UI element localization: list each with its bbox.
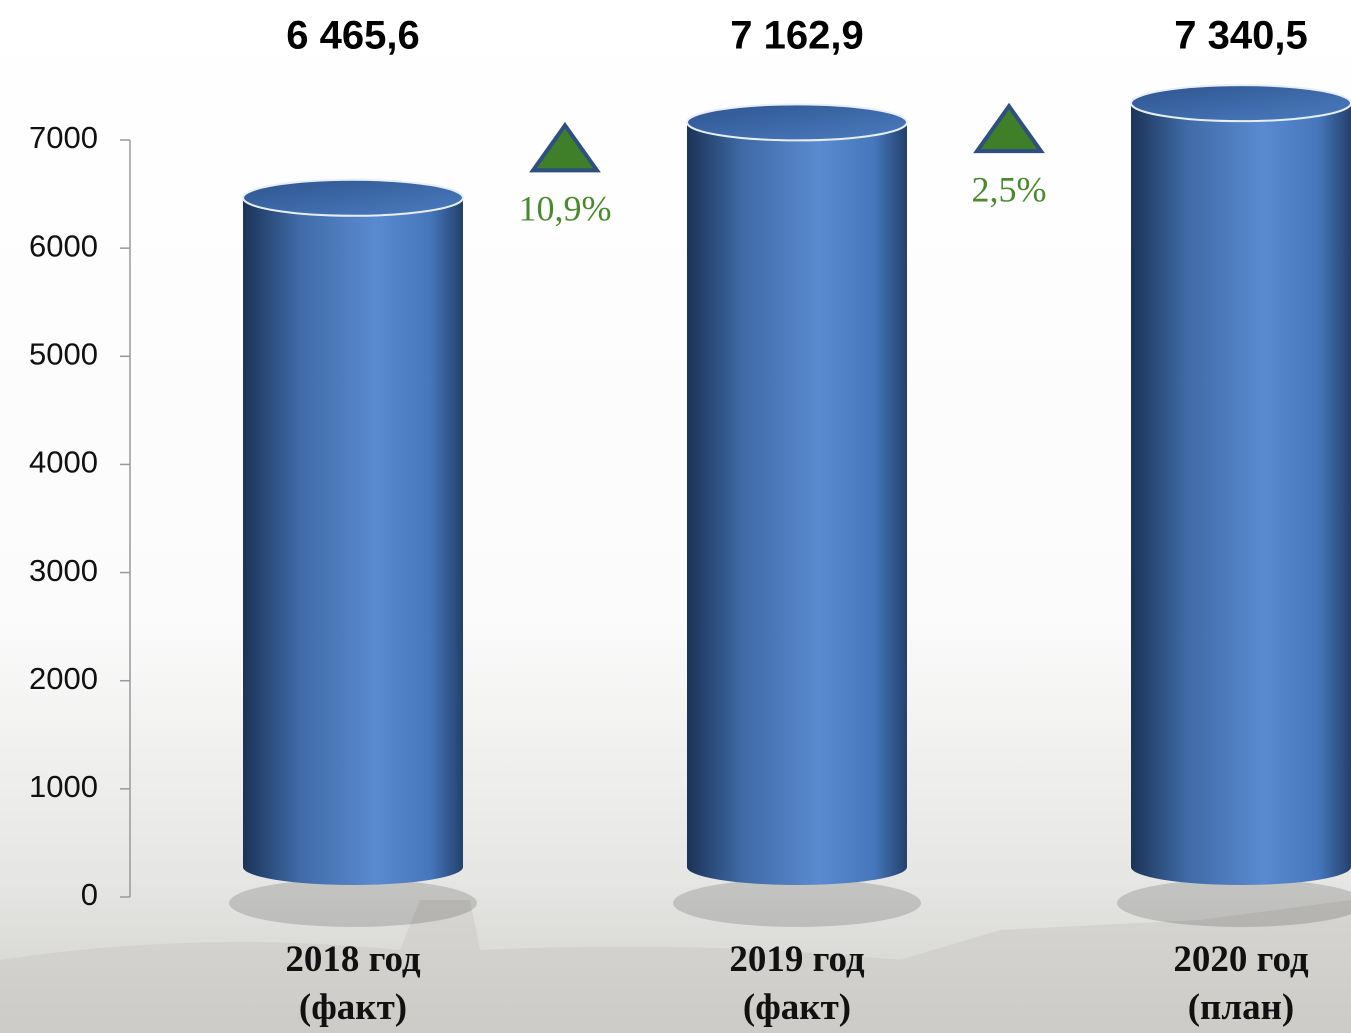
y-tick-label: 2000 — [29, 661, 98, 696]
x-tick-label: 2018 год (факт) — [285, 939, 421, 1028]
value-label: 7 340,5 — [1174, 14, 1307, 58]
bar — [687, 122, 907, 885]
bar-shadow — [673, 879, 921, 927]
bar-top — [242, 178, 464, 217]
x-tick-label: 2020 год (план) — [1173, 939, 1309, 1028]
background-skyline — [0, 900, 1351, 1033]
y-tick-label: 7000 — [29, 120, 98, 155]
bar-shadow — [1117, 879, 1351, 927]
growth-label: 2,5% — [972, 169, 1047, 209]
y-tick-label: 6000 — [29, 228, 98, 263]
growth-arrow — [973, 102, 1045, 154]
y-tick-label: 5000 — [29, 336, 98, 371]
y-tick-label: 4000 — [29, 445, 98, 480]
bar-top — [1130, 84, 1351, 123]
y-tick-label: 3000 — [29, 553, 98, 588]
value-label: 7 162,9 — [730, 14, 863, 58]
y-tick-label: 0 — [81, 877, 98, 912]
bar-shadow — [229, 879, 477, 927]
x-tick-label: 2019 год (факт) — [729, 939, 865, 1028]
value-label: 6 465,6 — [286, 14, 419, 58]
bar — [1131, 103, 1351, 885]
growth-label: 10,9% — [519, 189, 612, 229]
y-tick-label: 1000 — [29, 769, 98, 804]
growth-arrow — [529, 121, 601, 173]
bar-top — [686, 103, 908, 142]
bar — [243, 197, 463, 885]
